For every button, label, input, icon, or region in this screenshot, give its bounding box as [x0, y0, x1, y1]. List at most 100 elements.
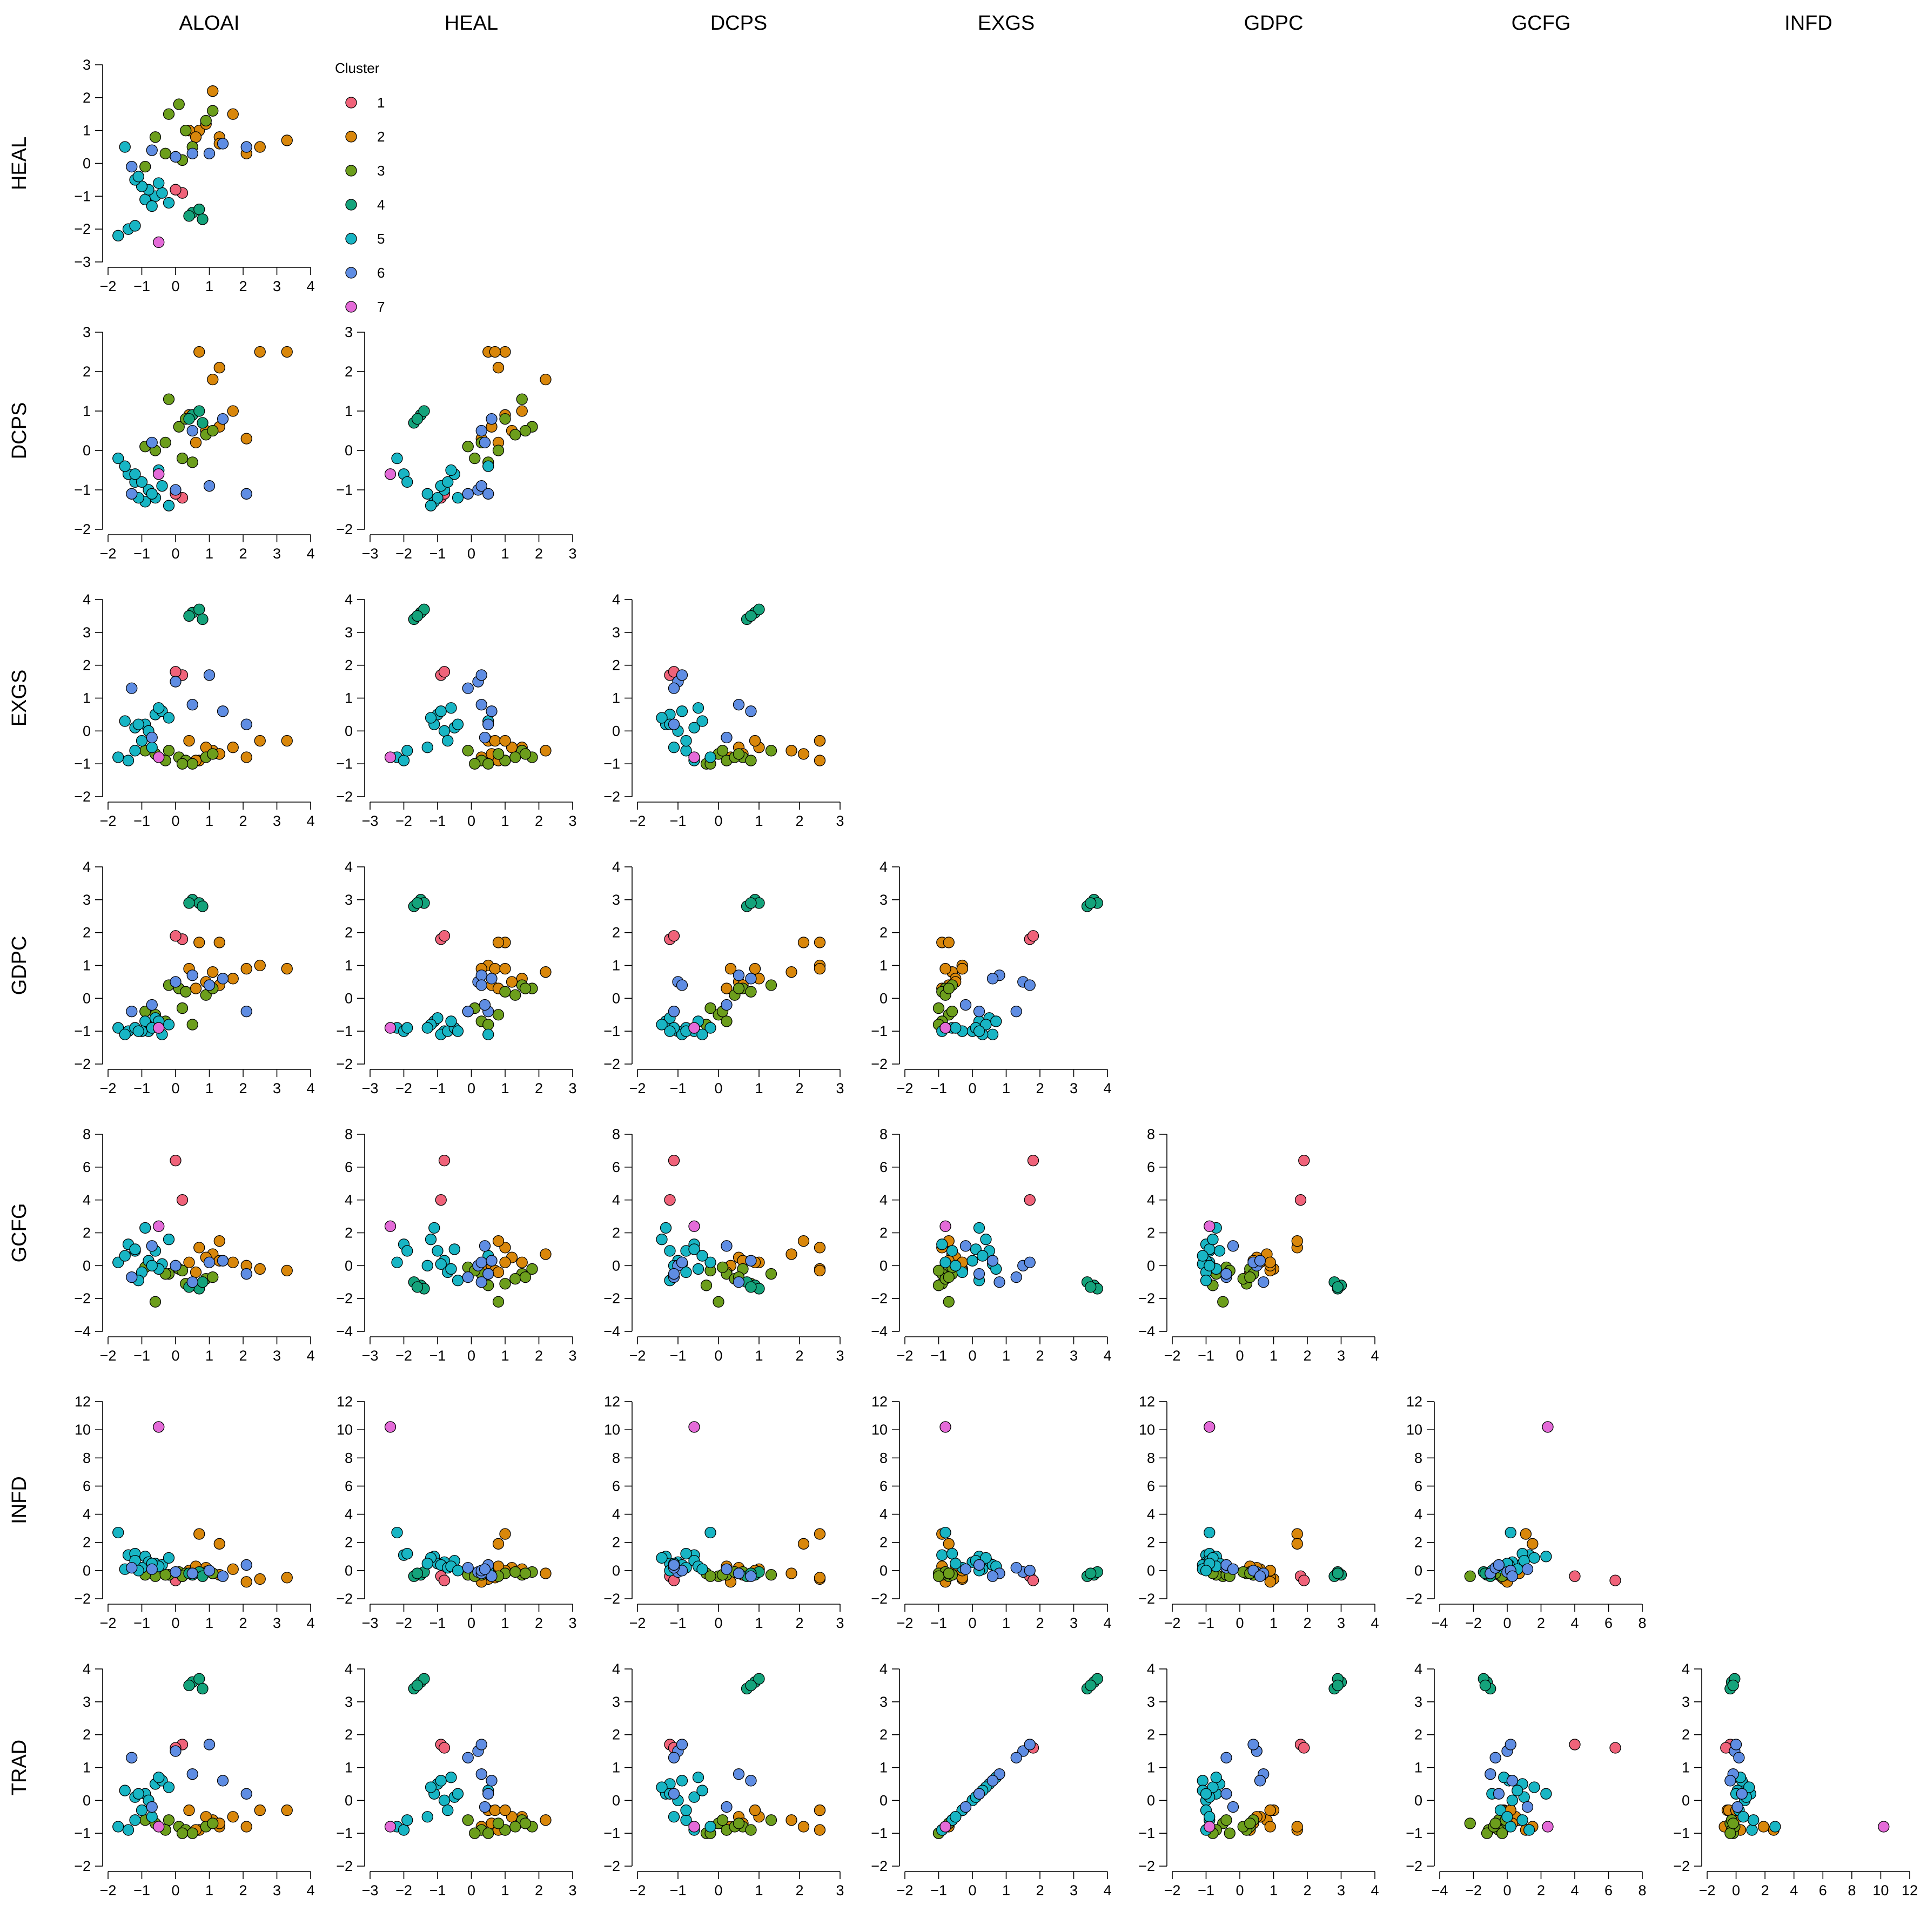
data-point-cluster-2 — [943, 1538, 955, 1550]
legend-swatch-3 — [345, 165, 357, 177]
x-tick-label: −3 — [362, 1080, 379, 1096]
data-point-cluster-5 — [445, 702, 457, 714]
data-point-cluster-4 — [183, 413, 195, 425]
y-tick-label: 8 — [1147, 1450, 1155, 1466]
y-tick-label: −2 — [603, 1056, 620, 1072]
data-point-cluster-6 — [126, 1752, 138, 1763]
data-point-cluster-2 — [240, 1821, 252, 1833]
y-tick-label: −1 — [336, 1825, 353, 1841]
panel-gdpc-vs-exgs: −2 −1 0 1 2 3 4 −2 −1 0 1 2 3 4 — [871, 859, 1111, 1096]
data-point-cluster-6 — [240, 141, 252, 153]
x-tick-label: −2 — [1164, 1882, 1181, 1899]
y-tick-label: 6 — [345, 1478, 353, 1494]
data-point-cluster-6 — [1010, 1752, 1022, 1763]
data-point-cluster-5 — [435, 1775, 447, 1787]
data-point-cluster-2 — [956, 962, 968, 975]
y-tick-label: 2 — [1147, 1225, 1155, 1241]
data-point-cluster-6 — [733, 1276, 745, 1288]
data-point-cluster-5 — [696, 715, 708, 727]
data-point-cluster-5 — [421, 1022, 433, 1034]
data-point-cluster-4 — [197, 417, 209, 429]
y-tick-label: 1 — [83, 958, 91, 974]
data-point-cluster-3 — [700, 1280, 713, 1291]
y-tick-label: 2 — [612, 657, 620, 674]
data-point-cluster-5 — [1204, 1526, 1216, 1539]
data-point-cluster-5 — [1512, 1785, 1523, 1796]
x-tick-label: −1 — [429, 1882, 446, 1899]
data-point-cluster-3 — [1464, 1817, 1476, 1829]
y-tick-label: 4 — [83, 591, 91, 608]
x-tick-label: −2 — [100, 1882, 117, 1899]
x-tick-label: 2 — [239, 278, 247, 294]
data-point-cluster-2 — [207, 373, 219, 386]
data-point-cluster-7 — [688, 1821, 700, 1833]
data-point-cluster-2 — [540, 1814, 552, 1826]
y-tick-label: −4 — [336, 1323, 353, 1339]
x-tick-label: 1 — [1002, 1615, 1010, 1631]
data-point-cluster-6 — [986, 1570, 999, 1582]
y-tick-label: 8 — [1414, 1450, 1422, 1466]
data-point-cluster-6 — [475, 669, 487, 681]
panel-gcfg-vs-dcps: −4 −2 0 2 4 6 8 −2 −1 0 1 2 3 — [603, 1126, 844, 1364]
data-point-cluster-2 — [489, 346, 501, 358]
y-tick-label: −1 — [603, 756, 620, 772]
data-point-cluster-5 — [119, 1028, 131, 1040]
x-tick-label: −2 — [100, 813, 117, 829]
data-point-cluster-2 — [1264, 1804, 1276, 1816]
y-tick-label: −2 — [603, 1591, 620, 1607]
y-tick-label: −3 — [74, 254, 91, 270]
data-point-cluster-2 — [254, 141, 266, 153]
panel-gcfg-vs-heal: −4 −2 0 2 4 6 8 −3 −2 −1 0 1 2 3 — [336, 1126, 576, 1364]
row-title-heal: HEAL — [8, 137, 31, 190]
data-point-cluster-4 — [1085, 1281, 1097, 1293]
y-tick-label: 4 — [612, 859, 620, 875]
y-tick-label: 4 — [612, 1192, 620, 1208]
data-point-cluster-6 — [1024, 1565, 1036, 1577]
y-tick-label: 4 — [612, 591, 620, 608]
data-point-cluster-5 — [112, 1821, 124, 1833]
data-point-cluster-5 — [946, 1547, 958, 1560]
x-tick-label: −3 — [362, 1348, 379, 1364]
x-tick-label: 2 — [239, 1348, 247, 1364]
data-point-cluster-5 — [452, 1025, 464, 1037]
data-point-cluster-6 — [186, 425, 198, 437]
y-tick-label: 4 — [879, 1506, 888, 1523]
panel-trad-vs-exgs: −2 −1 0 1 2 3 4 −2 −1 0 1 2 3 4 — [871, 1661, 1111, 1899]
data-point-cluster-6 — [986, 1255, 999, 1267]
data-point-cluster-5 — [432, 1245, 444, 1257]
y-tick-label: 1 — [612, 958, 620, 974]
y-tick-label: 12 — [1139, 1394, 1155, 1410]
data-point-cluster-3 — [516, 393, 528, 405]
data-point-cluster-6 — [486, 1775, 498, 1787]
data-point-cluster-2 — [281, 1264, 293, 1277]
y-tick-label: 4 — [879, 859, 888, 875]
data-point-cluster-2 — [814, 962, 826, 975]
data-point-cluster-5 — [680, 1547, 692, 1560]
y-tick-label: −2 — [1406, 1858, 1422, 1874]
data-point-cluster-3 — [716, 745, 729, 757]
y-tick-label: 8 — [345, 1450, 353, 1466]
data-point-cluster-6 — [1227, 1801, 1239, 1813]
y-tick-label: 1 — [612, 690, 620, 706]
data-point-cluster-5 — [1505, 1821, 1516, 1833]
x-tick-label: −1 — [429, 546, 446, 562]
data-point-cluster-2 — [213, 362, 225, 374]
y-tick-label: 0 — [1414, 1563, 1422, 1579]
y-tick-label: 2 — [83, 1727, 91, 1743]
x-tick-label: −2 — [1465, 1882, 1482, 1899]
y-tick-label: −2 — [1138, 1290, 1155, 1307]
data-point-cluster-6 — [475, 480, 487, 492]
data-point-cluster-5 — [112, 1526, 124, 1539]
y-tick-label: 1 — [345, 403, 353, 419]
data-point-cluster-6 — [676, 669, 688, 681]
data-point-cluster-3 — [716, 1261, 729, 1274]
y-tick-label: 1 — [879, 1760, 888, 1776]
y-tick-label: 1 — [1414, 1760, 1422, 1776]
data-point-cluster-5 — [452, 1275, 464, 1287]
y-tick-label: −4 — [603, 1323, 620, 1339]
y-tick-label: 1 — [1147, 1760, 1155, 1776]
data-point-cluster-5 — [132, 171, 144, 183]
y-tick-label: −1 — [74, 188, 91, 204]
data-point-cluster-1 — [668, 1155, 680, 1167]
